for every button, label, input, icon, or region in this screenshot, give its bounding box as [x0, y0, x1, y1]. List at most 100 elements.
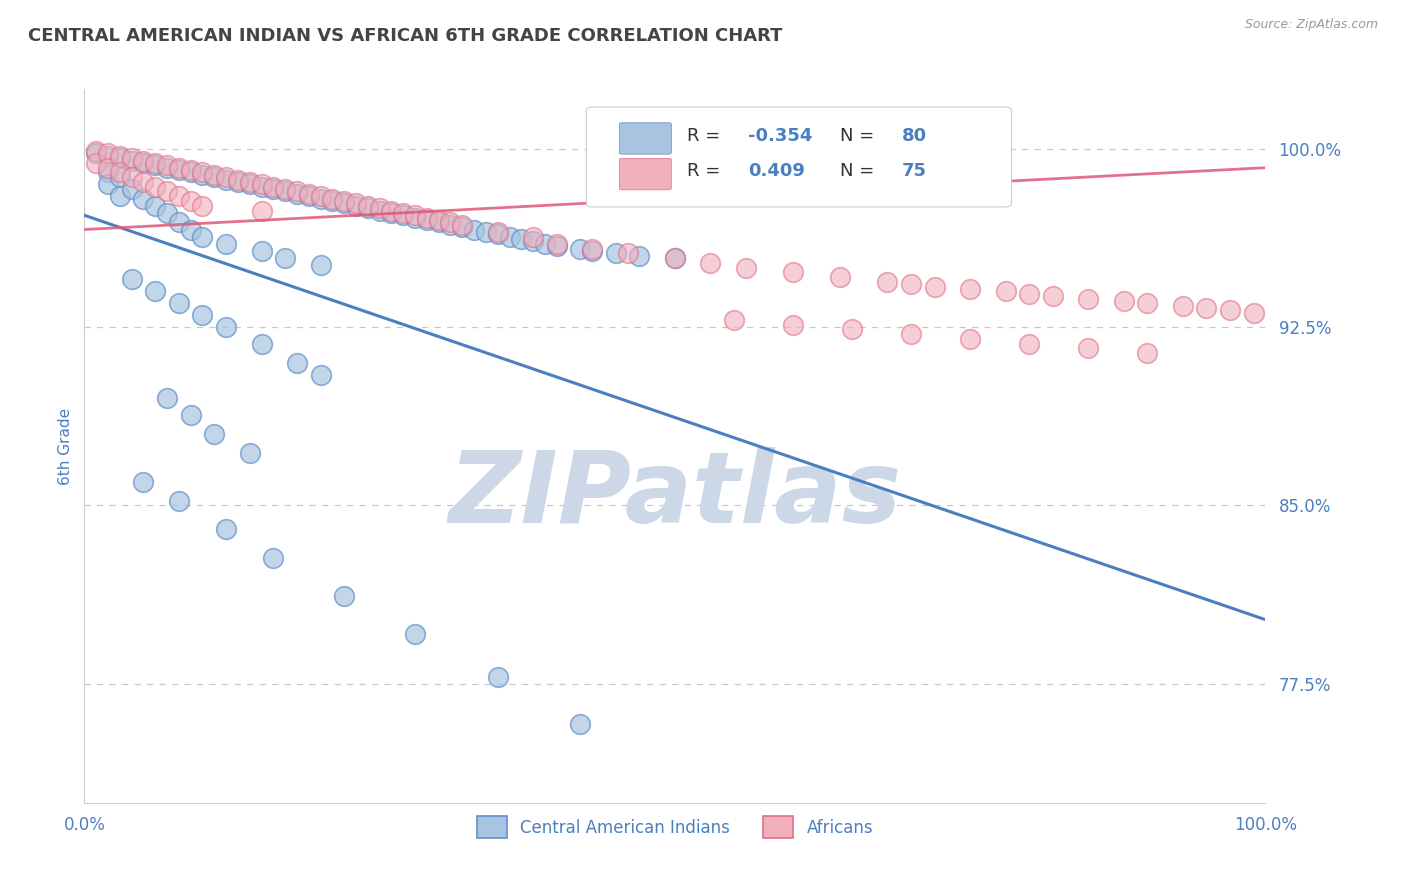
- Text: R =: R =: [686, 162, 731, 180]
- Point: [309, 368, 332, 382]
- Point: [132, 153, 155, 168]
- Point: [274, 185, 297, 199]
- Text: CENTRAL AMERICAN INDIAN VS AFRICAN 6TH GRADE CORRELATION CHART: CENTRAL AMERICAN INDIAN VS AFRICAN 6TH G…: [28, 27, 783, 45]
- Point: [156, 185, 179, 199]
- Point: [191, 165, 214, 179]
- Point: [274, 182, 297, 196]
- Point: [226, 172, 249, 186]
- Point: [1219, 303, 1241, 318]
- Point: [108, 189, 131, 203]
- Point: [239, 446, 262, 460]
- Point: [180, 222, 202, 236]
- Point: [380, 203, 402, 218]
- Point: [121, 182, 143, 196]
- Point: [380, 206, 402, 220]
- Point: [191, 168, 214, 182]
- Point: [959, 332, 981, 346]
- Point: [180, 163, 202, 178]
- Point: [924, 279, 946, 293]
- Point: [1018, 336, 1040, 351]
- Point: [404, 208, 426, 222]
- Point: [121, 153, 143, 168]
- Point: [298, 186, 321, 201]
- Point: [250, 178, 273, 192]
- Point: [309, 189, 332, 203]
- Point: [239, 175, 262, 189]
- Point: [121, 272, 143, 286]
- Point: [309, 258, 332, 272]
- FancyBboxPatch shape: [620, 159, 671, 190]
- Point: [143, 179, 166, 194]
- Point: [156, 161, 179, 175]
- Y-axis label: 6th Grade: 6th Grade: [58, 408, 73, 484]
- Point: [191, 199, 214, 213]
- Point: [262, 182, 284, 196]
- Text: 75: 75: [901, 162, 927, 180]
- Point: [156, 206, 179, 220]
- Point: [357, 199, 380, 213]
- Point: [156, 158, 179, 172]
- Point: [333, 194, 356, 208]
- Point: [581, 244, 603, 258]
- Point: [782, 318, 804, 332]
- Point: [180, 408, 202, 422]
- Point: [546, 236, 568, 251]
- Point: [664, 251, 686, 265]
- Point: [143, 158, 166, 172]
- Point: [404, 627, 426, 641]
- Point: [357, 201, 380, 215]
- Point: [628, 249, 651, 263]
- Point: [569, 717, 592, 731]
- Point: [830, 270, 852, 285]
- Point: [262, 550, 284, 565]
- Point: [156, 392, 179, 406]
- Point: [1018, 286, 1040, 301]
- Point: [534, 236, 557, 251]
- Point: [167, 163, 190, 178]
- Point: [664, 251, 686, 265]
- Point: [215, 170, 238, 185]
- Point: [84, 146, 107, 161]
- Point: [167, 493, 190, 508]
- Point: [486, 227, 509, 242]
- Point: [202, 170, 225, 185]
- Point: [321, 194, 343, 208]
- Point: [475, 225, 498, 239]
- Point: [202, 427, 225, 442]
- Point: [734, 260, 756, 275]
- Point: [108, 165, 131, 179]
- Text: 80: 80: [901, 127, 927, 145]
- Point: [581, 242, 603, 256]
- Point: [605, 246, 627, 260]
- Point: [215, 522, 238, 536]
- Point: [427, 213, 450, 227]
- Point: [368, 203, 391, 218]
- Point: [699, 256, 721, 270]
- Point: [143, 285, 166, 299]
- Text: ZIPatlas: ZIPatlas: [449, 448, 901, 544]
- Point: [97, 165, 120, 179]
- Point: [180, 194, 202, 208]
- Point: [616, 246, 638, 260]
- Point: [344, 199, 367, 213]
- Point: [427, 215, 450, 229]
- Point: [451, 218, 474, 232]
- Point: [143, 156, 166, 170]
- Point: [900, 327, 922, 342]
- Point: [108, 170, 131, 185]
- Point: [1136, 296, 1159, 310]
- Point: [900, 277, 922, 292]
- Point: [876, 275, 898, 289]
- Point: [167, 189, 190, 203]
- Point: [250, 179, 273, 194]
- Text: Source: ZipAtlas.com: Source: ZipAtlas.com: [1244, 18, 1378, 31]
- Point: [167, 296, 190, 310]
- Point: [97, 146, 120, 161]
- Point: [215, 172, 238, 186]
- Point: [994, 285, 1017, 299]
- Point: [167, 161, 190, 175]
- Point: [84, 156, 107, 170]
- Point: [392, 206, 415, 220]
- Point: [97, 178, 120, 192]
- Point: [416, 211, 439, 225]
